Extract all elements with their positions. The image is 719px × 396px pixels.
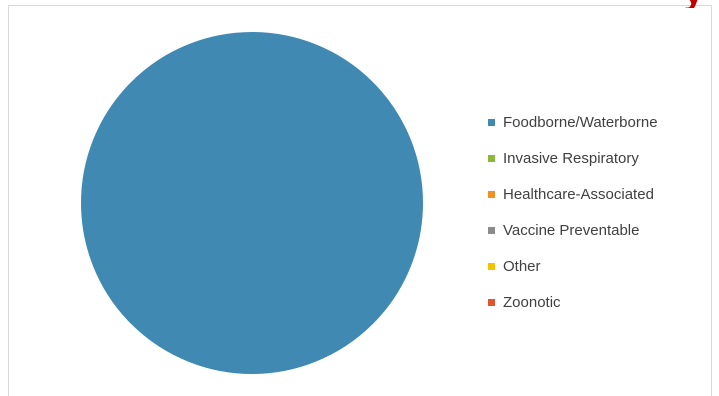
legend-label: Invasive Respiratory <box>503 149 639 167</box>
legend-item: Vaccine Preventable <box>488 212 658 248</box>
legend-label: Healthcare-Associated <box>503 185 654 203</box>
legend-item: Foodborne/Waterborne <box>488 104 658 140</box>
legend-item: Invasive Respiratory <box>488 140 658 176</box>
legend-label: Foodborne/Waterborne <box>503 113 658 131</box>
chart-legend: Foodborne/Waterborne Invasive Respiratory… <box>488 104 658 320</box>
legend-item: Healthcare-Associated <box>488 176 658 212</box>
pie-slice <box>77 28 427 378</box>
legend-label: Zoonotic <box>503 293 561 311</box>
chart-title-fragment: y <box>684 0 719 8</box>
legend-swatch <box>488 262 495 270</box>
legend-swatch <box>488 298 495 306</box>
legend-swatch <box>488 190 495 198</box>
legend-label: Other <box>503 257 541 275</box>
chart-area <box>8 5 712 396</box>
legend-swatch <box>488 118 495 126</box>
legend-label: Vaccine Preventable <box>503 221 640 239</box>
legend-item: Other <box>488 248 658 284</box>
legend-swatch <box>488 226 495 234</box>
legend-item: Zoonotic <box>488 284 658 320</box>
legend-swatch <box>488 154 495 162</box>
